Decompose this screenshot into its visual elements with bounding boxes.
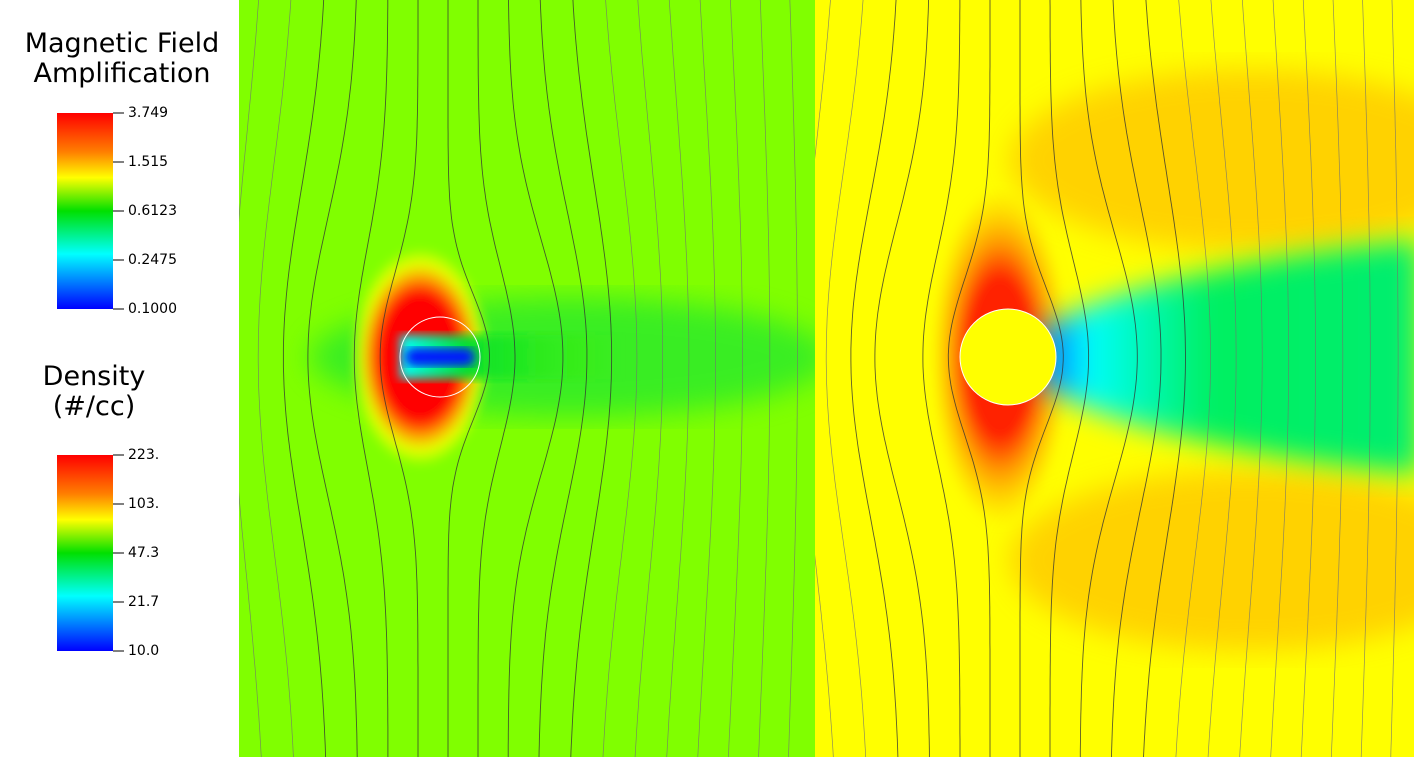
legend-title: (#/cc) [53, 391, 135, 422]
sidebar [0, 0, 239, 757]
field-line [697, 0, 716, 757]
core [405, 348, 475, 366]
field-line [1390, 0, 1399, 757]
obstacle-outline [959, 308, 1057, 406]
field-line [758, 0, 771, 757]
tick-label: 1.515 [128, 154, 168, 170]
field-line [282, 0, 327, 757]
obstacle [960, 309, 1056, 405]
field-line [1300, 0, 1316, 757]
tick-label: 0.6123 [128, 203, 177, 219]
field-line [1143, 0, 1186, 757]
right-panel [815, 0, 1414, 757]
field-line [1270, 0, 1290, 757]
field-line [825, 0, 867, 757]
field-line [257, 0, 294, 757]
field-line [602, 0, 638, 757]
field-line [570, 0, 613, 757]
field-lines [815, 0, 1399, 757]
field-line [947, 0, 991, 757]
field-line [507, 0, 564, 757]
legend-title: Magnetic Field [25, 28, 220, 59]
field-line [353, 0, 389, 757]
tick-label: 3.749 [128, 105, 168, 121]
tick-label: 10.0 [128, 643, 159, 659]
field-line [874, 0, 930, 757]
field-line [788, 0, 798, 757]
color-bar [57, 113, 113, 309]
field-line [307, 0, 358, 757]
field-line [815, 0, 834, 757]
field-line [1330, 0, 1344, 757]
legend-title: Amplification [33, 58, 210, 89]
field-line [1079, 0, 1138, 757]
field-line [1239, 0, 1263, 757]
obstacle-outline [399, 316, 481, 398]
left-panel [239, 0, 815, 757]
field-line [538, 0, 588, 757]
field-line [447, 0, 490, 757]
tick-label: 103. [128, 496, 159, 512]
field-line [1111, 0, 1162, 757]
field-line [1019, 0, 1064, 757]
field-line [728, 0, 743, 757]
tick-label: 223. [128, 447, 159, 463]
field-line [239, 0, 262, 757]
legend-title: Density [43, 361, 146, 392]
tick-label: 0.1000 [128, 301, 177, 317]
tick-label: 47.3 [128, 545, 159, 561]
tick-label: 21.7 [128, 594, 159, 610]
field-line [1049, 0, 1090, 757]
field-line [477, 0, 516, 757]
field-line [1207, 0, 1237, 757]
tick-label: 0.2475 [128, 252, 177, 268]
field-lines [239, 0, 798, 757]
field-line [922, 0, 961, 757]
field-line [634, 0, 663, 757]
field-line [666, 0, 690, 757]
flank-bottom [1010, 470, 1414, 650]
field-line [379, 0, 419, 757]
color-bar [57, 455, 113, 651]
field-line [850, 0, 899, 757]
field-line [1360, 0, 1371, 757]
wake [1040, 240, 1414, 474]
field-line [1175, 0, 1211, 757]
